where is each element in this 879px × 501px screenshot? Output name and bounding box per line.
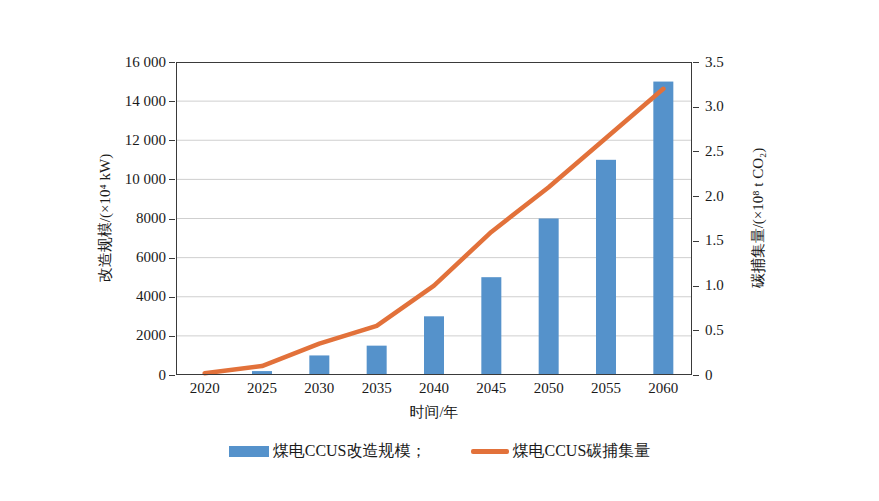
y-right-tick-label: 1.5 [705,233,724,248]
bar [539,219,559,376]
legend-bar-swatch [229,446,269,457]
y-right-tick-label: 0.5 [705,323,724,338]
bar [481,277,501,375]
y-right-tick-label: 2.5 [705,144,724,159]
plot-canvas [176,62,692,375]
x-tick-label: 2030 [289,381,349,396]
legend: 煤电CCUS改造规模； 煤电CCUS碳捕集量 [0,441,879,462]
legend-bar-label: 煤电CCUS改造规模； [273,441,427,462]
legend-line-label: 煤电CCUS碳捕集量 [513,441,651,462]
y-left-tick-label: 14 000 [86,94,166,109]
y-left-tick [169,336,175,337]
y-right-tick [693,330,699,331]
y-left-tick-label: 2000 [86,328,166,343]
y-axis-title-right: 碳捕集量/(×10⁸ t CO₂) [749,148,768,289]
bar [424,316,444,375]
bar [367,346,387,375]
y-left-tick [169,140,175,141]
y-left-tick-label: 6000 [86,250,166,265]
y-left-tick [169,375,175,376]
y-right-tick [693,151,699,152]
x-tick-label: 2050 [519,381,579,396]
y-right-tick-label: 1.0 [705,278,724,293]
y-left-tick [169,258,175,259]
x-tick-label: 2035 [347,381,407,396]
y-left-tick-label: 8000 [86,211,166,226]
bar [309,355,329,375]
y-right-tick [693,375,699,376]
legend-line-swatch [471,449,509,454]
y-right-tick [693,196,699,197]
legend-item-bar: 煤电CCUS改造规模； [229,441,427,462]
y-right-tick-label: 3.0 [705,99,724,114]
y-left-tick-label: 16 000 [86,55,166,70]
plot-area [176,62,692,375]
y-left-tick-label: 0 [86,368,166,383]
x-tick-label: 2040 [404,381,464,396]
x-tick-label: 2045 [461,381,521,396]
y-right-tick-label: 3.5 [705,55,724,70]
x-tick-label: 2055 [576,381,636,396]
y-right-tick [693,241,699,242]
y-right-tick [693,107,699,108]
y-left-tick [169,179,175,180]
y-right-tick-label: 0 [705,368,713,383]
y-right-tick [693,286,699,287]
x-tick-label: 2020 [175,381,235,396]
legend-item-line: 煤电CCUS碳捕集量 [471,441,651,462]
y-left-tick-label: 10 000 [86,172,166,187]
y-left-tick [169,62,175,63]
chart-figure: 改造规模/(×10⁴ kW) 碳捕集量/(×10⁸ t CO₂) 时间/年 煤电… [0,0,879,501]
bar [596,160,616,375]
y-left-tick [169,297,175,298]
y-left-tick [169,219,175,220]
y-left-tick-label: 12 000 [86,133,166,148]
y-left-tick [169,101,175,102]
x-axis-title: 时间/年 [409,403,458,422]
y-right-tick-label: 2.0 [705,189,724,204]
y-right-tick [693,62,699,63]
x-tick-label: 2060 [633,381,693,396]
bar [653,82,673,375]
y-left-tick-label: 4000 [86,289,166,304]
x-tick-label: 2025 [232,381,292,396]
